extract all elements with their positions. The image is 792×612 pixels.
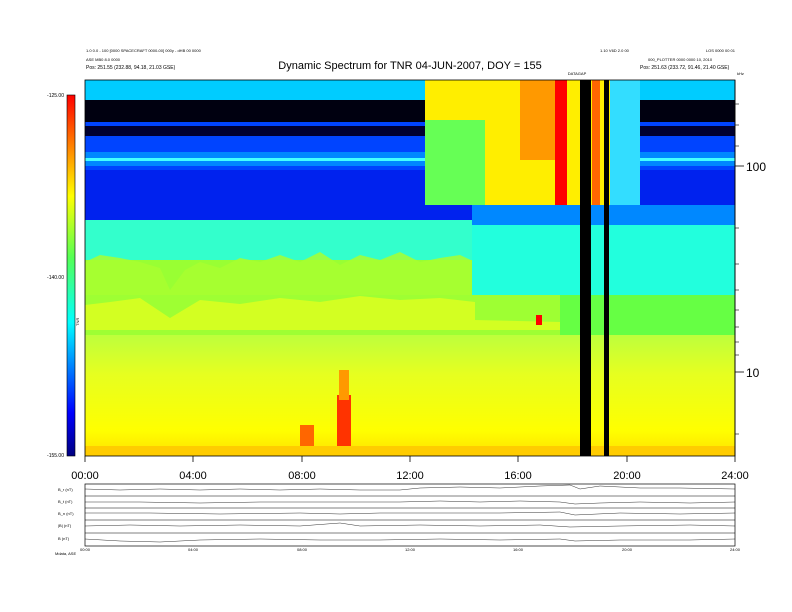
y-axis-right: 100 10 bbox=[734, 80, 766, 456]
mag-label-br: B_r (nT) bbox=[58, 487, 73, 492]
datagap-label: DATAGAP bbox=[568, 71, 587, 76]
x-axis: 00:00 04:00 08:00 12:00 16:00 20:00 24:0… bbox=[71, 456, 749, 482]
storm-green bbox=[425, 120, 485, 205]
data-gap-2 bbox=[604, 80, 609, 456]
wave-yellow-boundary bbox=[85, 296, 560, 330]
colorbar-frame bbox=[66, 94, 76, 457]
x-tick-label-1: 04:00 bbox=[179, 470, 207, 482]
header-right-line1: 1.10 V6D 2.0 00 bbox=[600, 48, 630, 53]
mag-footer-label: Mdata, ASE bbox=[55, 551, 76, 556]
colorbar bbox=[67, 95, 75, 456]
header-left-line3: Pos: 251.55 (232.88, 94.18, 21.03 GSE) bbox=[86, 65, 176, 71]
x-tick-label-6: 24:00 bbox=[721, 470, 749, 482]
mag-label-babs: |B| (nT) bbox=[58, 523, 72, 528]
burst-0930-b bbox=[339, 370, 349, 400]
mag-label-bn: B_n (nT) bbox=[58, 511, 74, 516]
storm-orange bbox=[520, 80, 560, 160]
mag-x-tick-2: 08:00 bbox=[297, 547, 308, 552]
mag-x-tick-4: 16:00 bbox=[513, 547, 524, 552]
x-tick-label-4: 16:00 bbox=[504, 470, 532, 482]
header-left-line1: 1.0 0.0 - 100 [0000 SPACECRAFT 0000-00] … bbox=[86, 48, 202, 53]
x-tick-label-2: 08:00 bbox=[288, 470, 316, 482]
mag-x-tick-1: 04:00 bbox=[188, 547, 199, 552]
mag-label-b: B (nT) bbox=[58, 536, 70, 541]
chart-title: Dynamic Spectrum for TNR 04-JUN-2007, DO… bbox=[278, 60, 541, 72]
x-tick-label-5: 20:00 bbox=[613, 470, 641, 482]
band-cyan-thin bbox=[85, 158, 735, 161]
data-gap-1 bbox=[580, 80, 591, 456]
region-cyan-right-top bbox=[472, 205, 735, 225]
mag-trace-bt bbox=[85, 500, 736, 505]
header-left-line2: ASE MB0 8.0 0000 bbox=[86, 57, 121, 62]
storm-red-2 bbox=[592, 80, 600, 205]
mag-trace-babs bbox=[84, 522, 736, 528]
header-right-line2: LOS 0000 00 01 bbox=[706, 48, 736, 53]
colorbar-tick-mid: -140.00 bbox=[47, 275, 64, 281]
mag-frame bbox=[84, 483, 736, 547]
x-tick-label-0: 00:00 bbox=[71, 470, 99, 482]
header-right-line3: 000_PLOTTER 0000 0000 10, 2010 bbox=[648, 57, 713, 62]
burst-1700 bbox=[536, 315, 542, 325]
colorbar-tick-top: -125.00 bbox=[47, 93, 64, 99]
spectrogram bbox=[85, 80, 735, 456]
band-yellow bbox=[85, 330, 735, 456]
storm-cyan-right bbox=[610, 80, 640, 205]
mag-trace-b bbox=[84, 538, 736, 543]
unit-label: kHz bbox=[737, 71, 744, 76]
burst-0930-a bbox=[337, 395, 351, 456]
colorbar-tick-bottom: -155.00 bbox=[47, 453, 64, 459]
band-black-2 bbox=[85, 126, 735, 136]
mag-trace-bn bbox=[85, 511, 736, 516]
header-right-line4: Pos: 251.63 (233.72, 91.46, 21.40 GSE) bbox=[640, 65, 730, 71]
mag-panels: B_r (nT) B_t (nT) B_n (nT) |B| (nT) B (n… bbox=[55, 483, 741, 556]
mag-label-bt: B_t (nT) bbox=[58, 499, 73, 504]
y-tick-label-10: 10 bbox=[746, 366, 760, 380]
bottom-orange bbox=[85, 446, 735, 456]
x-tick-label-3: 12:00 bbox=[396, 470, 424, 482]
mag-trace-br bbox=[84, 484, 736, 491]
storm-black-top bbox=[640, 100, 735, 122]
storm-red bbox=[555, 80, 567, 205]
mag-x-tick-5: 20:00 bbox=[622, 547, 633, 552]
y-tick-label-100: 100 bbox=[746, 160, 766, 174]
mag-x-tick-3: 12:00 bbox=[405, 547, 416, 552]
mag-x-tick-0: 00:00 bbox=[80, 547, 91, 552]
mag-x-tick-6: 24:00 bbox=[730, 547, 741, 552]
colorbar-label: TNR bbox=[75, 318, 80, 326]
